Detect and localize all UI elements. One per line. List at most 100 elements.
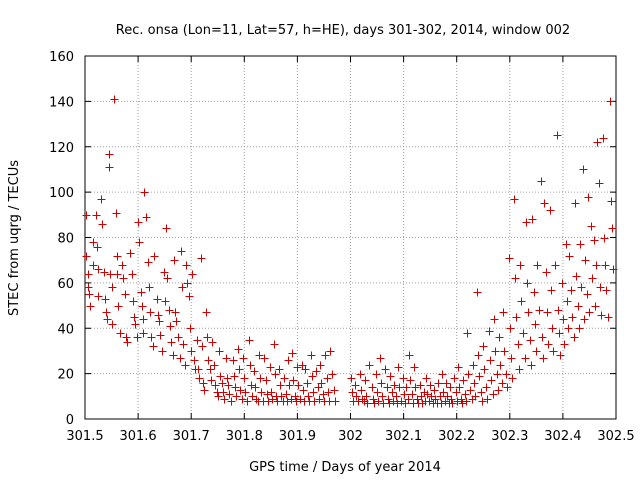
data-point xyxy=(426,381,435,390)
data-point xyxy=(134,218,143,227)
data-point xyxy=(116,329,125,338)
data-point xyxy=(323,374,332,383)
data-point xyxy=(301,365,310,374)
data-point xyxy=(384,395,393,404)
data-point xyxy=(585,308,594,317)
data-point xyxy=(215,347,224,356)
data-point xyxy=(315,395,324,404)
data-point xyxy=(485,327,494,336)
data-point xyxy=(307,351,316,360)
data-point xyxy=(400,390,409,399)
data-point xyxy=(551,261,560,270)
data-point xyxy=(155,317,164,326)
y-tick-label: 0 xyxy=(66,413,74,428)
data-point xyxy=(365,361,374,370)
data-point xyxy=(381,365,390,374)
data-point xyxy=(395,383,404,392)
data-point xyxy=(397,397,406,406)
data-point xyxy=(312,367,321,376)
data-point xyxy=(459,376,468,385)
data-point xyxy=(357,386,366,395)
data-point xyxy=(362,392,371,401)
data-point xyxy=(147,333,156,342)
data-point xyxy=(528,215,537,224)
x-tick-label: 301.9 xyxy=(279,429,316,444)
data-point xyxy=(150,252,159,261)
data-point xyxy=(105,163,114,172)
data-point xyxy=(178,283,187,292)
data-point xyxy=(181,361,190,370)
data-point xyxy=(219,388,228,397)
data-point xyxy=(390,381,399,390)
data-point xyxy=(245,336,254,345)
data-point xyxy=(222,354,231,363)
data-point xyxy=(506,324,515,333)
data-point xyxy=(291,392,300,401)
data-point xyxy=(89,261,98,270)
data-point xyxy=(98,220,107,229)
data-point xyxy=(370,399,379,408)
data-point xyxy=(496,361,505,370)
data-point xyxy=(416,381,425,390)
data-point xyxy=(142,213,151,222)
x-tick-label: 301.6 xyxy=(119,429,156,444)
data-point xyxy=(270,340,279,349)
data-point xyxy=(160,268,169,277)
data-point xyxy=(596,283,605,292)
data-point xyxy=(135,238,144,247)
data-point xyxy=(271,370,280,379)
data-point xyxy=(174,333,183,342)
data-point xyxy=(172,317,181,326)
data-point xyxy=(218,379,227,388)
data-point xyxy=(405,351,414,360)
data-point xyxy=(558,279,567,288)
data-point xyxy=(389,397,398,406)
data-point xyxy=(553,131,562,140)
data-point xyxy=(216,372,225,381)
data-point xyxy=(570,333,579,342)
x-tick-label: 302.1 xyxy=(385,429,422,444)
data-point xyxy=(510,195,519,204)
data-point xyxy=(86,302,95,311)
data-point xyxy=(250,367,259,376)
data-point xyxy=(203,333,212,342)
data-point xyxy=(260,354,269,363)
data-point xyxy=(331,397,340,406)
data-point xyxy=(197,254,206,263)
data-point xyxy=(546,206,555,215)
data-point xyxy=(236,386,245,395)
data-point xyxy=(82,252,91,261)
data-point xyxy=(608,224,617,233)
data-point xyxy=(524,308,533,317)
data-point xyxy=(399,374,408,383)
data-point xyxy=(282,390,291,399)
data-point xyxy=(588,274,597,283)
data-point xyxy=(145,283,154,292)
data-point xyxy=(555,329,564,338)
data-point xyxy=(204,356,213,365)
data-point xyxy=(122,333,131,342)
data-point xyxy=(562,240,571,249)
data-point xyxy=(479,342,488,351)
data-point xyxy=(489,390,498,399)
data-point xyxy=(431,395,440,404)
data-point xyxy=(609,265,618,274)
data-point xyxy=(473,288,482,297)
data-point xyxy=(206,365,215,374)
data-point xyxy=(392,392,401,401)
data-point xyxy=(376,354,385,363)
data-point xyxy=(530,288,539,297)
data-point xyxy=(462,397,471,406)
data-point xyxy=(234,345,243,354)
data-point xyxy=(126,249,135,258)
data-point xyxy=(438,370,447,379)
data-point xyxy=(310,397,319,406)
data-point xyxy=(388,388,397,397)
data-point xyxy=(348,388,357,397)
data-point xyxy=(477,388,486,397)
data-point xyxy=(177,247,186,256)
data-point xyxy=(293,363,302,372)
data-point xyxy=(347,374,356,383)
y-tick-labels: 0 20 40 60 80 100 120 140 160 xyxy=(49,50,74,428)
data-point xyxy=(595,179,604,188)
